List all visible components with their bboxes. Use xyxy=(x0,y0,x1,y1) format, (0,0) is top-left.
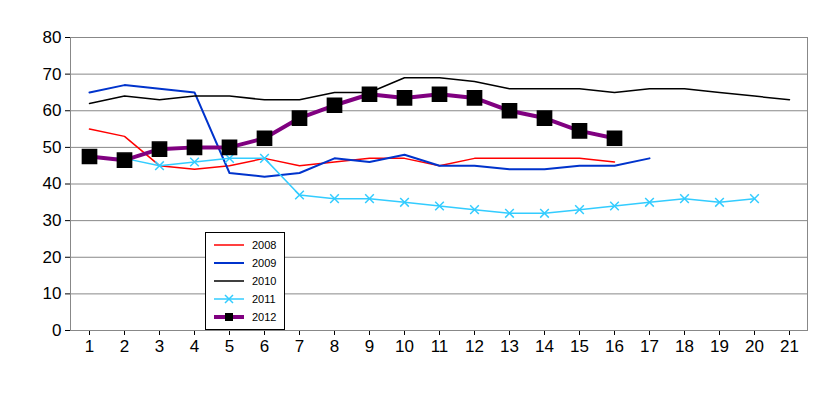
svg-text:13: 13 xyxy=(500,337,519,356)
svg-text:70: 70 xyxy=(43,65,62,84)
html-text:2010: 2010 xyxy=(252,275,277,287)
svg-text:11: 11 xyxy=(431,337,449,356)
svg-text:10: 10 xyxy=(395,337,414,356)
svg-text:80: 80 xyxy=(43,28,62,47)
svg-text:12: 12 xyxy=(465,337,484,356)
svg-text:0: 0 xyxy=(52,321,61,340)
svg-text:20: 20 xyxy=(43,248,62,267)
svg-text:1: 1 xyxy=(85,337,94,356)
svg-text:9: 9 xyxy=(365,337,374,356)
svg-text:7: 7 xyxy=(295,337,304,356)
svg-text:8: 8 xyxy=(330,337,339,356)
svg-text:50: 50 xyxy=(43,138,62,157)
svg-text:4: 4 xyxy=(190,337,199,356)
svg-text:19: 19 xyxy=(710,337,729,356)
svg-text:6: 6 xyxy=(260,337,269,356)
svg-text:20: 20 xyxy=(745,337,764,356)
html-text:2011: 2011 xyxy=(252,293,276,305)
svg-text:2: 2 xyxy=(120,337,129,356)
svg-text:60: 60 xyxy=(43,101,62,120)
svg-text:14: 14 xyxy=(535,337,554,356)
svg-text:15: 15 xyxy=(570,337,589,356)
html-text:2012: 2012 xyxy=(252,311,277,323)
svg-text:30: 30 xyxy=(43,211,62,230)
svg-text:16: 16 xyxy=(605,337,624,356)
svg-text:21: 21 xyxy=(780,337,799,356)
svg-text:17: 17 xyxy=(640,337,659,356)
svg-text:5: 5 xyxy=(225,337,234,356)
html-text:2008: 2008 xyxy=(252,239,277,251)
html-text:2009: 2009 xyxy=(252,257,277,269)
svg-text:18: 18 xyxy=(675,337,694,356)
svg-text:40: 40 xyxy=(43,174,62,193)
svg-text:10: 10 xyxy=(43,284,62,303)
svg-text:3: 3 xyxy=(155,337,164,356)
